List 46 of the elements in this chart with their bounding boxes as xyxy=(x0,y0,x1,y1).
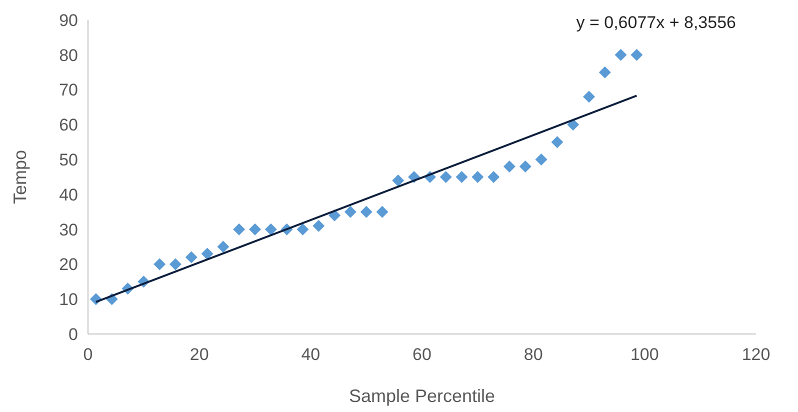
point xyxy=(249,223,261,236)
point xyxy=(154,258,166,270)
y-tick-label: 70 xyxy=(59,80,78,100)
point xyxy=(472,171,484,183)
point xyxy=(344,206,356,218)
point xyxy=(630,48,643,61)
y-tick-label: 0 xyxy=(68,324,78,344)
point xyxy=(233,223,246,236)
y-tick-label: 40 xyxy=(59,185,78,204)
point xyxy=(535,154,548,166)
point xyxy=(376,206,388,218)
y-tick-label: 80 xyxy=(59,46,78,65)
y-tick-label: 20 xyxy=(59,255,78,274)
point xyxy=(519,160,532,173)
point xyxy=(185,251,198,264)
x-tick-label: 40 xyxy=(301,345,320,364)
point xyxy=(488,171,500,183)
point xyxy=(503,160,516,173)
point xyxy=(296,223,309,236)
point xyxy=(551,136,564,148)
y-tick-label: 50 xyxy=(59,150,78,170)
y-tick-label: 90 xyxy=(59,10,78,30)
y-tick-label: 30 xyxy=(59,220,78,240)
x-tick-label: 0 xyxy=(83,345,93,364)
point xyxy=(169,258,182,270)
annotation: y = 0,6077x + 8,3556 xyxy=(576,13,736,32)
point xyxy=(392,174,404,186)
point xyxy=(264,223,277,236)
x-tick-label: 100 xyxy=(630,345,659,364)
x-axis-title: Sample Percentile xyxy=(348,386,496,406)
point xyxy=(201,248,214,260)
y-tick-label: 10 xyxy=(59,290,78,310)
point xyxy=(583,90,595,103)
point xyxy=(440,171,452,183)
x-tick-label: 120 xyxy=(742,345,770,364)
point xyxy=(598,66,611,78)
x-tick-label: 80 xyxy=(524,345,543,364)
point xyxy=(614,48,627,61)
y-axis-title: Tempo xyxy=(10,150,30,204)
point xyxy=(360,206,372,218)
x-tick-label: 20 xyxy=(190,345,209,364)
point xyxy=(217,240,230,253)
x-tick-label: 60 xyxy=(412,345,432,364)
y-tick-label: 60 xyxy=(59,116,78,135)
point xyxy=(456,171,468,183)
point xyxy=(312,220,325,232)
